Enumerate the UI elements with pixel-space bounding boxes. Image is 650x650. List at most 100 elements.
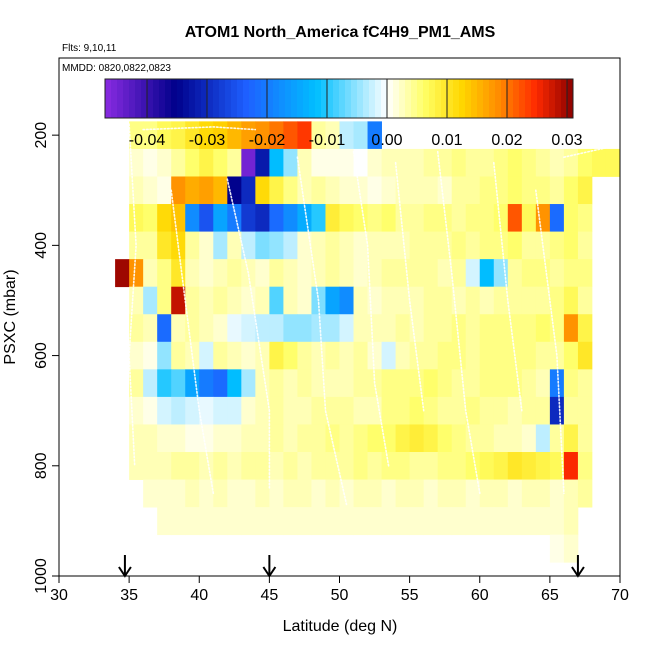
heatmap-cell (521, 314, 537, 343)
colorbar-segment (393, 79, 400, 118)
heatmap-cell (185, 396, 200, 425)
heatmap-cell (521, 507, 537, 536)
heatmap-cell (479, 231, 495, 260)
heatmap-cell (465, 148, 481, 177)
heatmap-cell (381, 204, 396, 232)
heatmap-cell (381, 231, 396, 260)
heatmap-cell (493, 314, 509, 343)
heatmap-cell (143, 148, 158, 177)
colorbar-segment (171, 79, 178, 118)
heatmap-cell (423, 204, 439, 232)
heatmap-cell (563, 314, 579, 343)
heatmap-cell (465, 231, 481, 260)
chart-title: ATOM1 North_America fC4H9_PM1_AMS (185, 24, 496, 41)
heatmap-cell (549, 507, 565, 536)
heatmap-cell (199, 176, 214, 205)
heatmap-cell (213, 176, 228, 205)
heatmap-cell (353, 369, 368, 398)
heatmap-cell (297, 452, 312, 480)
heatmap-cell (395, 341, 411, 370)
heatmap-cell (507, 479, 523, 508)
heatmap-cell (255, 148, 270, 177)
colorbar: -0.04 -0.03 -0.02 -0.01 0.00 0.01 0.02 0.03 (104, 78, 583, 149)
heatmap-cell (339, 259, 354, 288)
heatmap-cell (437, 396, 453, 425)
heatmap-cell (423, 231, 439, 260)
colorbar-segment (165, 79, 172, 118)
colorbar-segment (261, 79, 268, 118)
heatmap-cell (577, 396, 593, 425)
heatmap-cell (129, 231, 144, 260)
heatmap-cell (325, 286, 340, 315)
colorbar-segment (135, 79, 142, 118)
heatmap-cell (409, 286, 425, 315)
heatmap-cell (409, 452, 425, 480)
heatmap-cell (297, 286, 312, 315)
colorbar-segment (399, 79, 406, 118)
latitude-arrow (118, 555, 132, 578)
heatmap-cell (549, 452, 565, 480)
heatmap-cell (157, 148, 172, 177)
heatmap-cell (563, 204, 579, 232)
colorbar-segment (231, 79, 238, 118)
heatmap-cell (283, 507, 298, 536)
heatmap-cell (549, 396, 565, 425)
heatmap-cell (185, 341, 200, 370)
heatmap-cell (535, 452, 551, 480)
heatmap-cell (577, 424, 593, 453)
heatmap-cell (157, 259, 172, 288)
heatmap-cell (353, 479, 368, 508)
heatmap-cell (395, 507, 411, 536)
heatmap-cell (577, 341, 593, 370)
colorbar-segment (471, 79, 478, 118)
colorbar-segment (291, 79, 298, 118)
heatmap-cell (339, 314, 354, 343)
heatmap-cell (493, 204, 509, 232)
heatmap-cell (143, 424, 158, 453)
colorbar-segment (243, 79, 250, 118)
colorbar-segment (309, 79, 316, 118)
heatmap-cell (507, 259, 523, 288)
heatmap-cell (269, 452, 284, 480)
heatmap-cell (451, 396, 467, 425)
heatmap-cell (255, 424, 270, 453)
colorbar-segment (411, 79, 418, 118)
heatmap-cell (451, 204, 467, 232)
colorbar-segment (459, 79, 466, 118)
heatmap-cell (199, 121, 214, 150)
heatmap-cell (451, 148, 467, 177)
heatmap-cell (521, 259, 537, 288)
heatmap-cell (339, 204, 354, 232)
x-tick-label: 45 (260, 587, 278, 604)
heatmap-cell (451, 341, 467, 370)
heatmap-cell (395, 452, 411, 480)
heatmap-cell (283, 121, 298, 150)
heatmap-cell (451, 452, 467, 480)
heatmap-cell (423, 452, 439, 480)
heatmap-cell (423, 396, 439, 425)
heatmap-cell (283, 148, 298, 177)
heatmap-cell (465, 314, 481, 343)
heatmap-cell (269, 369, 284, 398)
heatmap-cell (213, 259, 228, 288)
heatmap-cell (213, 424, 228, 453)
heatmap-cell (269, 479, 284, 508)
x-tick-label: 30 (50, 587, 68, 604)
heatmap-cell (283, 341, 298, 370)
heatmap-cell (339, 424, 354, 453)
heatmap-cell (563, 507, 579, 536)
heatmap-cell (437, 507, 453, 536)
heatmap-cell (353, 204, 368, 232)
heatmap-cell (269, 176, 284, 205)
heatmap-cell (213, 341, 228, 370)
heatmap-cell (479, 259, 495, 288)
heatmap-cell (311, 424, 326, 453)
heatmap-cell (171, 121, 186, 150)
heatmap-cell (521, 148, 537, 177)
heatmap-cell (367, 259, 382, 288)
heatmap-cell (241, 341, 256, 370)
heatmap-cell (549, 204, 565, 232)
colorbar-segment (369, 79, 376, 118)
colorbar-segment (561, 79, 568, 118)
heatmap-cell (283, 424, 298, 453)
